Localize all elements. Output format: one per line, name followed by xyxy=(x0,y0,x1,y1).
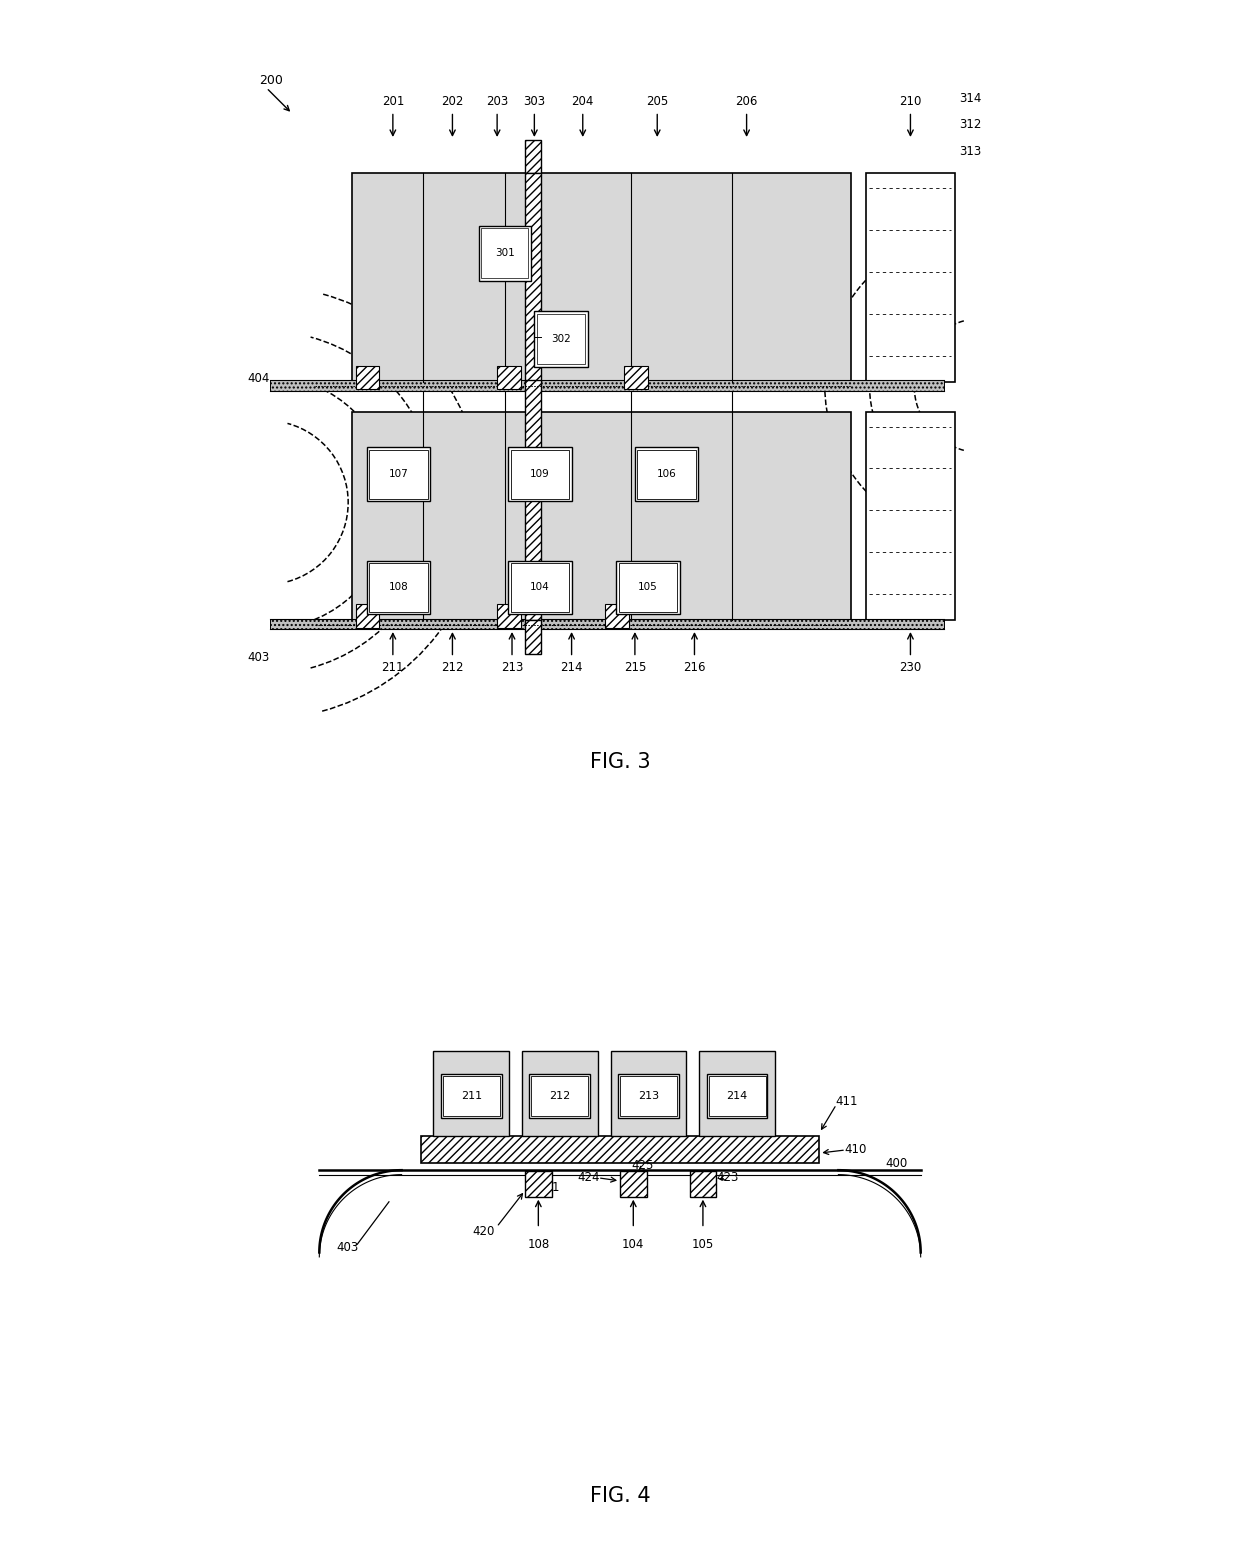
Text: 425: 425 xyxy=(631,1158,653,1172)
Bar xyxy=(620,1171,646,1197)
Text: 215: 215 xyxy=(624,661,646,673)
Bar xyxy=(616,561,680,614)
Text: 205: 205 xyxy=(646,95,668,108)
Text: 421: 421 xyxy=(538,1180,560,1194)
Text: 210: 210 xyxy=(899,95,921,108)
Text: 108: 108 xyxy=(527,1238,549,1250)
Bar xyxy=(707,1074,768,1118)
Text: 204: 204 xyxy=(572,95,594,108)
Text: 213: 213 xyxy=(501,661,523,673)
Text: 200: 200 xyxy=(259,73,283,87)
Text: 302: 302 xyxy=(552,334,572,345)
Text: 105: 105 xyxy=(692,1238,714,1250)
Text: 202: 202 xyxy=(441,95,464,108)
Bar xyxy=(352,173,851,382)
Text: 411: 411 xyxy=(836,1094,858,1108)
Bar xyxy=(537,313,585,363)
Bar xyxy=(605,603,629,628)
Bar xyxy=(525,1171,552,1197)
Bar xyxy=(618,1074,678,1118)
Text: 214: 214 xyxy=(560,661,583,673)
Text: 104: 104 xyxy=(529,583,549,592)
Bar xyxy=(610,1051,687,1137)
Bar xyxy=(370,449,428,499)
Bar xyxy=(534,312,588,366)
Bar xyxy=(708,1076,765,1116)
Bar xyxy=(525,620,541,653)
Text: 201: 201 xyxy=(382,95,404,108)
Text: 216: 216 xyxy=(683,661,706,673)
Text: 303: 303 xyxy=(523,95,546,108)
Text: 106: 106 xyxy=(657,469,676,479)
Text: 423: 423 xyxy=(717,1171,739,1185)
Text: 212: 212 xyxy=(441,661,464,673)
Text: 211: 211 xyxy=(461,1091,482,1101)
Text: 105: 105 xyxy=(639,583,657,592)
Text: 212: 212 xyxy=(549,1091,570,1101)
Text: FIG. 3: FIG. 3 xyxy=(590,751,650,772)
Text: 312: 312 xyxy=(959,118,981,131)
Text: 109: 109 xyxy=(529,469,549,479)
Bar xyxy=(479,226,531,281)
Bar xyxy=(443,1076,500,1116)
Bar xyxy=(525,140,541,173)
Bar xyxy=(370,563,428,613)
Text: FIG. 4: FIG. 4 xyxy=(590,1486,650,1506)
Bar xyxy=(866,173,955,382)
Bar xyxy=(441,1074,502,1118)
Bar xyxy=(356,603,379,628)
Bar xyxy=(420,1137,820,1163)
Text: 313: 313 xyxy=(959,145,981,157)
Bar xyxy=(619,563,677,613)
Bar xyxy=(620,1076,677,1116)
Text: 420: 420 xyxy=(472,1225,495,1238)
Bar xyxy=(497,603,521,628)
Bar xyxy=(481,229,528,279)
Text: 104: 104 xyxy=(622,1238,645,1250)
Bar xyxy=(866,412,955,620)
Bar xyxy=(270,380,944,391)
Bar xyxy=(699,1051,775,1137)
Text: 108: 108 xyxy=(388,583,408,592)
Bar xyxy=(522,1051,598,1137)
Bar xyxy=(532,1076,588,1116)
Bar xyxy=(367,561,430,614)
Bar xyxy=(270,619,944,630)
Bar xyxy=(356,365,379,390)
Text: 314: 314 xyxy=(959,92,981,106)
Text: 410: 410 xyxy=(844,1143,867,1157)
Text: 404: 404 xyxy=(248,371,270,385)
Text: 400: 400 xyxy=(885,1157,908,1171)
Text: 206: 206 xyxy=(735,95,758,108)
Text: 230: 230 xyxy=(899,661,921,673)
Bar xyxy=(624,365,647,390)
Bar xyxy=(352,412,851,620)
Bar xyxy=(525,173,541,382)
Bar xyxy=(525,380,541,620)
Bar xyxy=(367,447,430,500)
Bar xyxy=(508,561,572,614)
Text: 213: 213 xyxy=(637,1091,658,1101)
Text: 203: 203 xyxy=(486,95,508,108)
Text: 403: 403 xyxy=(248,652,270,664)
Bar xyxy=(689,1171,717,1197)
Bar xyxy=(508,447,572,500)
Text: 107: 107 xyxy=(388,469,408,479)
Bar xyxy=(637,449,696,499)
Bar xyxy=(497,365,521,390)
Text: 211: 211 xyxy=(382,661,404,673)
Text: 214: 214 xyxy=(727,1091,748,1101)
Bar xyxy=(433,1051,510,1137)
Bar xyxy=(635,447,698,500)
Text: 301: 301 xyxy=(495,248,515,259)
Bar xyxy=(511,449,569,499)
Text: 403: 403 xyxy=(337,1241,358,1253)
Bar xyxy=(529,1074,590,1118)
Text: 424: 424 xyxy=(577,1171,600,1185)
Bar xyxy=(511,563,569,613)
